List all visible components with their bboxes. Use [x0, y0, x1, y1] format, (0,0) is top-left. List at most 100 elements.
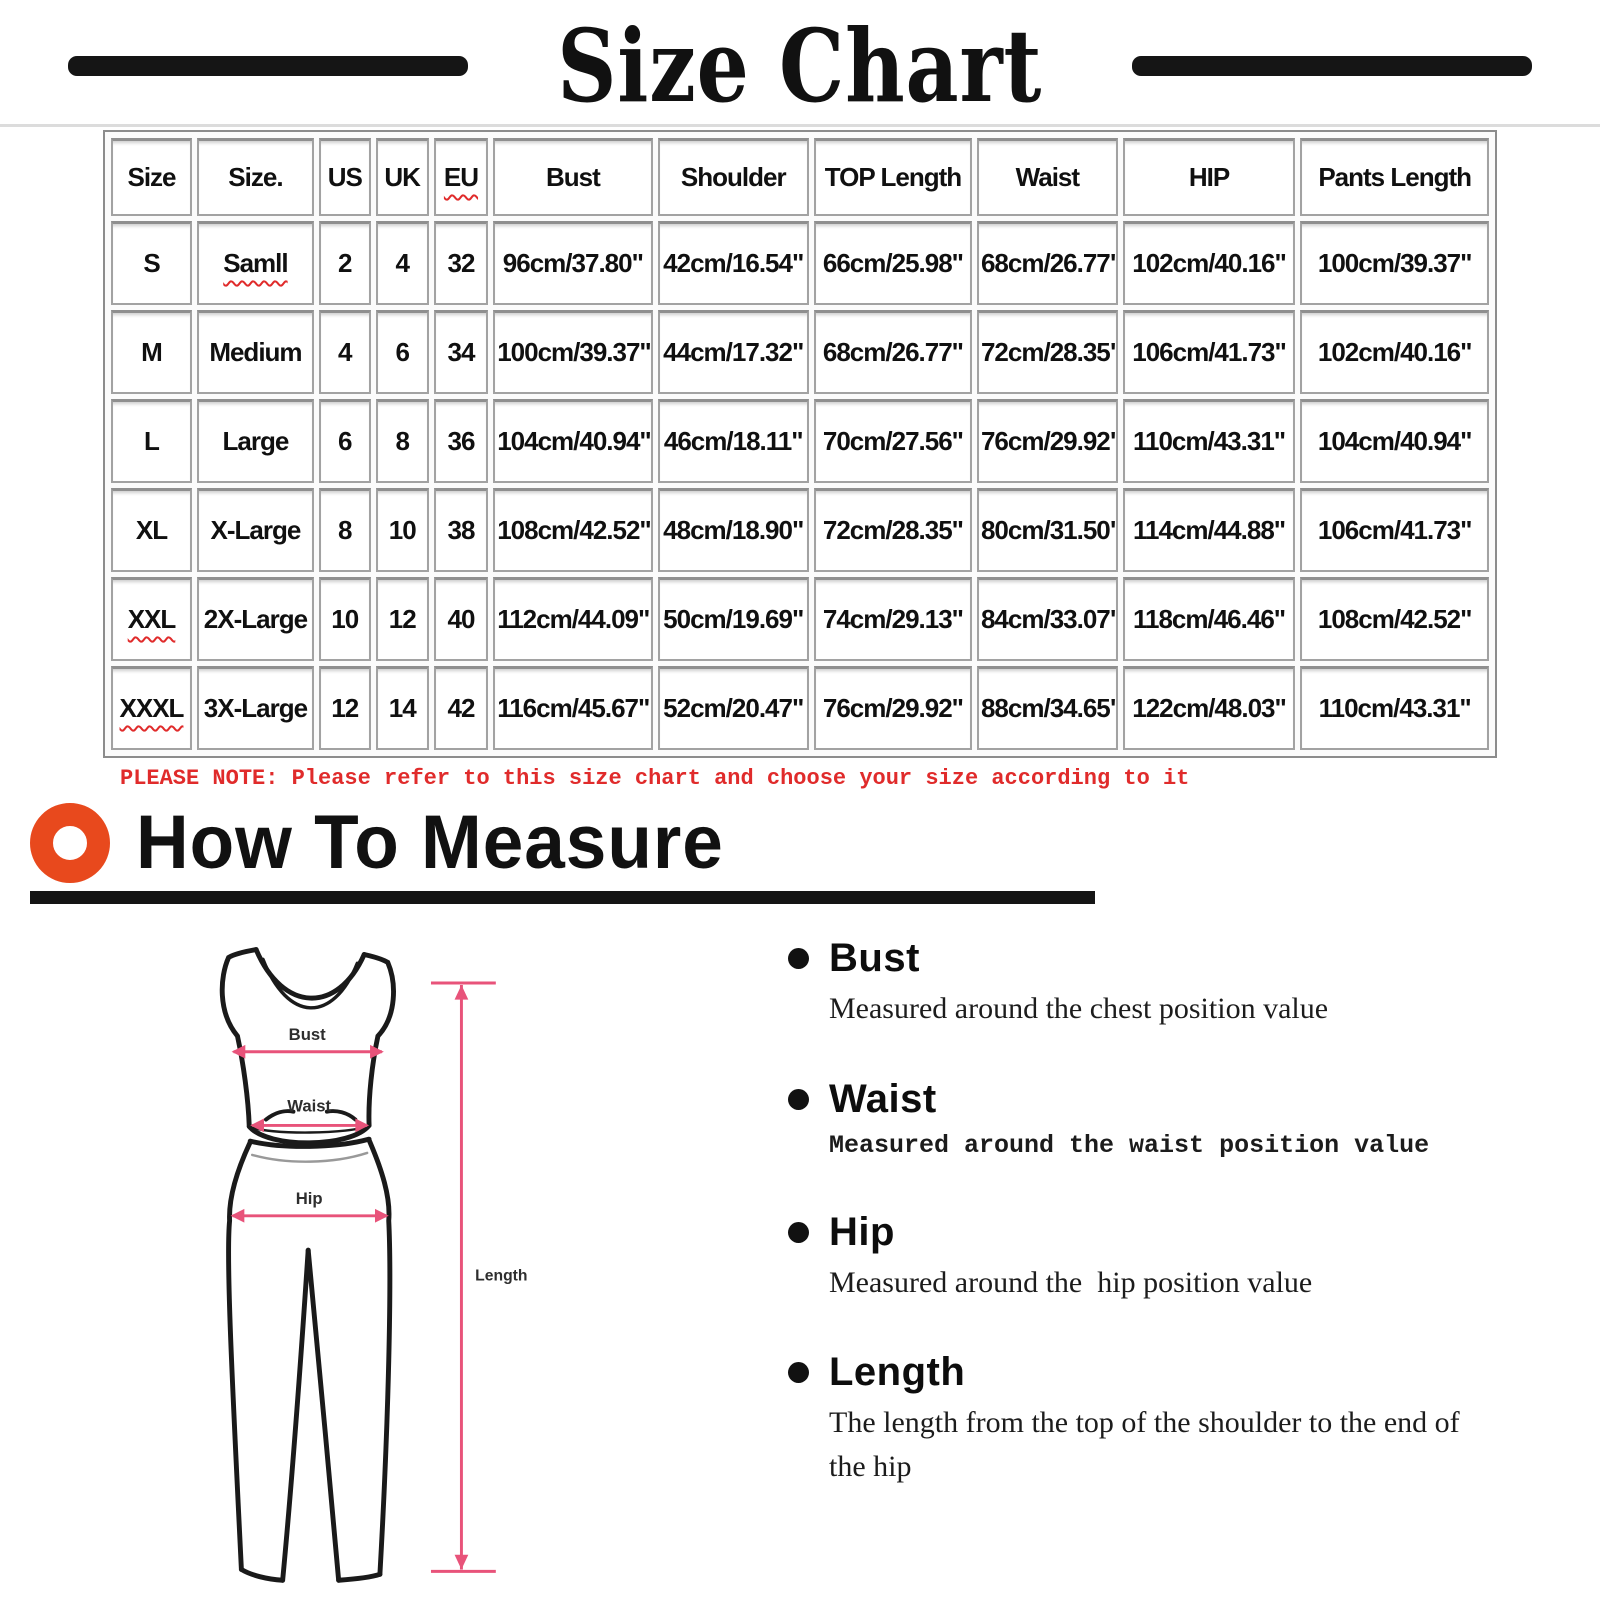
hip-diagram-label: Hip [296, 1189, 323, 1208]
table-cell: 112cm/44.09" [493, 577, 653, 661]
table-cell: 52cm/20.47" [657, 666, 809, 750]
waist-definition: Waist Measured around the waist position… [788, 1077, 1508, 1164]
table-cell: 116cm/45.67" [493, 666, 653, 750]
hip-definition: Hip Measured around the hip position val… [788, 1210, 1508, 1305]
waist-description: Measured around the waist position value [829, 1130, 1430, 1160]
table-cell: 68cm/26.77" [813, 310, 972, 394]
diagram-labels: Bust Waist Hip Length [287, 1025, 527, 1285]
table-cell: 2X-Large [197, 577, 314, 661]
table-cell: 42 [433, 666, 489, 750]
table-cell: 108cm/42.52" [1300, 577, 1489, 661]
table-cell: X-Large [197, 488, 314, 572]
table-cell: 106cm/41.73" [1300, 488, 1489, 572]
table-cell: 72cm/28.35" [813, 488, 972, 572]
table-cell: 8 [375, 399, 429, 483]
table-cell: 114cm/44.88" [1122, 488, 1296, 572]
table-cell: 74cm/29.13" [813, 577, 972, 661]
bust-diagram-label: Bust [289, 1025, 327, 1044]
table-cell: M [111, 310, 192, 394]
table-cell: 102cm/40.16" [1122, 221, 1296, 305]
table-cell: 76cm/29.92" [976, 399, 1118, 483]
table-cell: 48cm/18.90" [657, 488, 809, 572]
table-cell: S [111, 221, 192, 305]
table-cell: 68cm/26.77" [976, 221, 1118, 305]
table-cell: 8 [318, 488, 371, 572]
table-cell: XXL [111, 577, 192, 661]
table-cell: 3X-Large [197, 666, 314, 750]
how-to-measure-header: How To Measure [30, 803, 1600, 883]
length-diagram-label: Length [475, 1268, 527, 1285]
waist-crease-strokes [263, 1109, 358, 1122]
column-header: Pants Length [1300, 138, 1489, 216]
table-cell: Large [197, 399, 314, 483]
table-cell: 32 [433, 221, 489, 305]
length-description: The length from the top of the shoulder … [829, 1406, 1468, 1483]
table-cell: L [111, 399, 192, 483]
table-cell: 36 [433, 399, 489, 483]
column-header: EU [433, 138, 489, 216]
table-cell: XXXL [111, 666, 192, 750]
table-cell: Medium [197, 310, 314, 394]
table-row: S Samll 2 4 32 96cm/37.80" 42cm/16.54" 66cm/25.… [111, 221, 1489, 305]
bust-description: Measured around the chest position value [829, 992, 1329, 1025]
column-header: UK [375, 138, 429, 216]
hip-description: Measured around the hip position value [829, 1265, 1313, 1299]
bullet-icon [788, 1362, 809, 1384]
table-cell: 84cm/33.07" [976, 577, 1118, 661]
table-cell: 110cm/43.31" [1122, 399, 1296, 483]
table-cell: 2 [318, 221, 371, 305]
table-cell: 88cm/34.65" [976, 666, 1118, 750]
table-cell: 80cm/31.50" [976, 488, 1118, 572]
table-cell: 110cm/43.31" [1300, 666, 1489, 750]
table-cell: 96cm/37.80" [493, 221, 653, 305]
ring-bullet-icon [30, 803, 110, 883]
table-cell: 118cm/46.46" [1122, 577, 1296, 661]
table-cell: 10 [375, 488, 429, 572]
table-row: L Large 6 8 36 104cm/40.94" 46cm/18.11" 70cm/27… [111, 399, 1489, 483]
waist-label: Waist [829, 1076, 937, 1121]
table-cell: 38 [433, 488, 489, 572]
table-cell: 4 [318, 310, 371, 394]
table-cell: 122cm/48.03" [1122, 666, 1296, 750]
bullet-icon [788, 1221, 809, 1243]
table-cell: 100cm/39.37" [493, 310, 653, 394]
table-cell: XL [111, 488, 192, 572]
page-title: Size Chart [557, 7, 1043, 125]
how-to-measure-title: How To Measure [136, 800, 724, 886]
table-cell: 12 [375, 577, 429, 661]
column-header: Size [111, 138, 192, 216]
table-cell: 4 [375, 221, 429, 305]
table-row: XL X-Large 8 10 38 108cm/42.52" 48cm/18.90" 72c… [111, 488, 1489, 572]
table-row: M Medium 4 6 34 100cm/39.37" 44cm/17.32" 68cm/2… [111, 310, 1489, 394]
table-cell: 12 [318, 666, 371, 750]
column-header: HIP [1122, 138, 1296, 216]
column-header: Shoulder [657, 138, 809, 216]
length-label: Length [829, 1350, 966, 1395]
how-to-measure-divider [30, 891, 1095, 904]
bust-label: Bust [829, 936, 920, 980]
bullet-icon [788, 1088, 809, 1110]
table-cell: 108cm/42.52" [493, 488, 653, 572]
size-chart-table: Size Size. US UK EU Bust Shoulder TOP Length Wai… [106, 133, 1494, 755]
garment-diagram: Bust Waist Hip Length [0, 920, 740, 1594]
size-note: PLEASE NOTE: Please refer to this size c… [120, 766, 1190, 791]
table-cell: 102cm/40.16" [1300, 310, 1489, 394]
table-cell: 34 [433, 310, 489, 394]
bullet-icon [788, 948, 809, 969]
table-cell: 106cm/41.73" [1122, 310, 1296, 394]
column-header: Size. [197, 138, 314, 216]
table-cell: 66cm/25.98" [813, 221, 972, 305]
header-row: Size Size. US UK EU Bust Shoulder TOP Length Wai… [111, 138, 1489, 216]
measurement-arrows [230, 981, 496, 1573]
table-row: XXL 2X-Large 10 12 40 112cm/44.09" 50cm/19.69"… [111, 577, 1489, 661]
column-header: US [318, 138, 371, 216]
column-header: TOP Length [813, 138, 972, 216]
measure-section: Bust Waist Hip Length Bust Measured arou… [0, 920, 1600, 1594]
bust-definition: Bust Measured around the chest position … [788, 936, 1508, 1031]
pants-outline [226, 1136, 393, 1583]
measure-definitions: Bust Measured around the chest position … [788, 920, 1508, 1594]
column-header: Waist [976, 138, 1118, 216]
table-cell: 70cm/27.56" [813, 399, 972, 483]
title-row: Size Chart [0, 14, 1600, 118]
